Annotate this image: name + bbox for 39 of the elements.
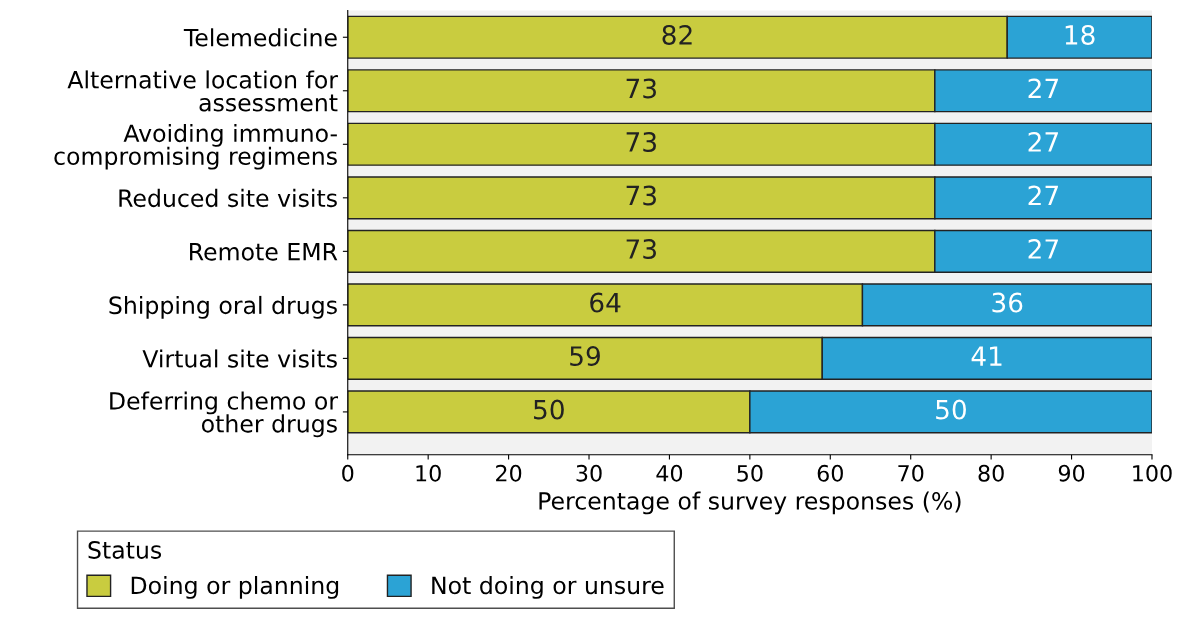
data-label: 64 — [590, 292, 621, 313]
data-label: 41 — [971, 346, 1002, 366]
x-tick-label: 90 — [1058, 464, 1085, 482]
x-tick-label: 40 — [656, 464, 683, 482]
data-label: 36 — [992, 292, 1023, 313]
data-label: 50 — [534, 399, 564, 420]
y-tick-label: Reduced site visits — [119, 188, 337, 208]
x-tick-label: 20 — [496, 464, 522, 482]
y-tick-label: Shipping oral drugs — [109, 295, 337, 319]
data-label: 73 — [626, 78, 656, 99]
legend-title: Status — [88, 541, 162, 559]
data-label: 18 — [1065, 24, 1095, 45]
y-tick-label: Virtual site visits — [142, 349, 337, 368]
data-label: 73 — [626, 239, 656, 259]
data-label: 82 — [662, 24, 692, 45]
x-tick-label: 0 — [342, 464, 354, 482]
x-tick-label: 70 — [898, 464, 924, 482]
data-label: 73 — [626, 131, 656, 152]
y-tick-label: Deferring chemo or other drugs — [110, 391, 339, 438]
legend-label: Doing or planning — [131, 575, 339, 599]
data-label: 73 — [626, 185, 656, 206]
y-tick-label: Telemedicine — [183, 28, 337, 47]
y-tick-label: Alternative location for assessment — [67, 70, 339, 112]
y-tick-label: Avoiding immuno- compromising regimens — [54, 123, 337, 170]
legend-label: Not doing or unsure — [432, 575, 664, 599]
data-label: 50 — [936, 399, 966, 420]
data-label: 59 — [570, 346, 600, 367]
x-tick-label: 60 — [817, 464, 843, 482]
x-tick-label: 30 — [576, 464, 602, 482]
data-label: 27 — [1028, 78, 1058, 99]
x-tick-label: 50 — [737, 464, 763, 482]
y-tick-label: Remote EMR — [190, 243, 338, 261]
data-label: 27 — [1028, 131, 1058, 152]
x-tick-label: 10 — [416, 464, 441, 482]
data-label: 27 — [1028, 185, 1058, 206]
data-label: 27 — [1028, 239, 1058, 259]
x-axis-title: Percentage of survey responses (%) — [539, 491, 961, 515]
x-tick-label: 100 — [1133, 464, 1172, 482]
x-tick-label: 80 — [978, 464, 1004, 482]
